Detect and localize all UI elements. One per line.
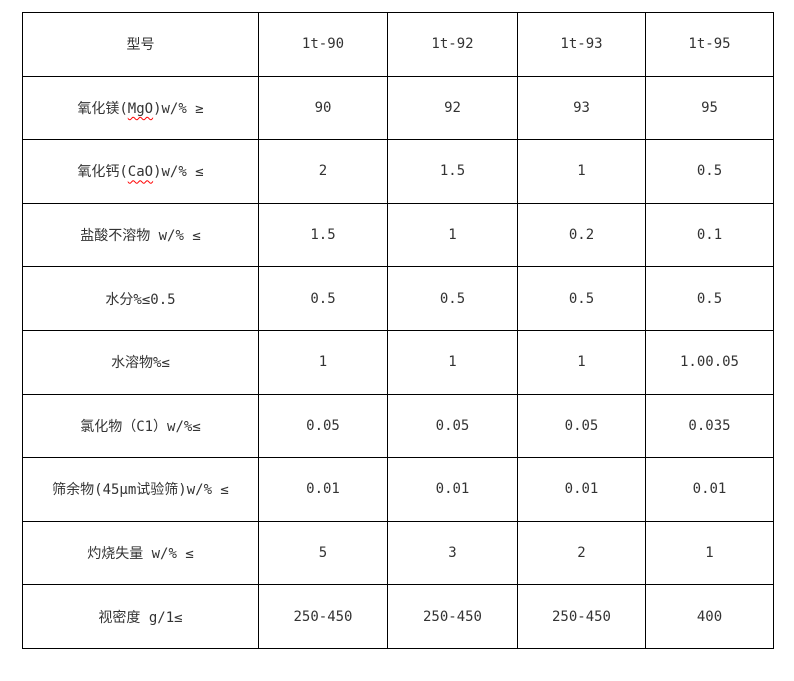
header-row: 型号 1t-90 1t-92 1t-93 1t-95 xyxy=(22,12,774,77)
value-cell: 250-450 xyxy=(258,584,388,649)
label-text: 水分%≤0.5 xyxy=(105,291,176,308)
value-cell: 1.5 xyxy=(387,139,518,204)
row-label-cell: 视密度 g/1≤ xyxy=(22,584,259,649)
value-cell: 0.1 xyxy=(645,202,774,268)
value-cell: 250-450 xyxy=(387,584,518,649)
value-cell: 0.05 xyxy=(517,393,646,459)
value-cell: 90 xyxy=(258,75,388,141)
value-cell: 3 xyxy=(387,520,518,586)
table-row: 盐酸不溶物 w/% ≤ 1.5 1 0.2 0.1 xyxy=(22,202,774,268)
value-cell: 0.5 xyxy=(258,266,388,331)
table-row: 灼烧失量 w/% ≤ 5 3 2 1 xyxy=(22,520,774,586)
table-row: 筛余物(45μm试验筛)w/% ≤0.01 0.01 0.01 0.01 xyxy=(22,457,774,522)
value-cell: 1.5 xyxy=(258,202,388,268)
value-cell: 1.00.05 xyxy=(645,329,774,395)
table-row: 水分%≤0.5 0.5 0.5 0.5 0.5 xyxy=(22,266,774,331)
table-row: 水溶物%≤ 1 1 1 1.00.05 xyxy=(22,329,774,395)
value-cell: 1 xyxy=(517,139,646,204)
table-row: 氧化镁(MgO)w/% ≥90 92 93 95 xyxy=(22,75,774,141)
table-row: 氯化物（C1）w/%≤ 0.05 0.05 0.05 0.035 xyxy=(22,393,774,459)
header-cell-model: 1t-90 xyxy=(258,12,388,77)
value-cell: 400 xyxy=(645,584,774,649)
row-label-cell: 氧化钙(CaO)w/% ≤ xyxy=(22,139,259,204)
value-cell: 0.01 xyxy=(258,457,388,522)
row-label-cell: 盐酸不溶物 w/% ≤ xyxy=(22,202,259,268)
value-cell: 2 xyxy=(517,520,646,586)
value-cell: 93 xyxy=(517,75,646,141)
spec-table: 型号 1t-90 1t-92 1t-93 1t-95 氧化镁(MgO)w/% ≥90 92… xyxy=(22,12,774,649)
value-cell: 0.5 xyxy=(645,266,774,331)
misspelled-text: MgO xyxy=(127,100,154,117)
label-text: )w/% ≥ xyxy=(153,100,204,117)
value-cell: 0.5 xyxy=(645,139,774,204)
value-cell: 1 xyxy=(387,329,518,395)
table-row: 视密度 g/1≤ 250-450 250-450 250-450 400 xyxy=(22,584,774,649)
label-text: 氧化镁( xyxy=(77,100,128,117)
header-cell-model: 1t-93 xyxy=(517,12,646,77)
row-label-cell: 水溶物%≤ xyxy=(22,329,259,395)
label-text: 氯化物（C1）w/%≤ xyxy=(80,418,201,435)
spec-table-body: 型号 1t-90 1t-92 1t-93 1t-95 氧化镁(MgO)w/% ≥90 92… xyxy=(22,12,774,649)
value-cell: 0.2 xyxy=(517,202,646,268)
value-cell: 1 xyxy=(387,202,518,268)
value-cell: 1 xyxy=(258,329,388,395)
value-cell: 0.05 xyxy=(387,393,518,459)
value-cell: 0.05 xyxy=(258,393,388,459)
value-cell: 5 xyxy=(258,520,388,586)
label-text: 水溶物%≤ xyxy=(111,355,170,372)
row-label-cell: 筛余物(45μm试验筛)w/% ≤ xyxy=(22,457,259,522)
label-text: 氧化钙( xyxy=(77,164,128,181)
row-label-cell: 氧化镁(MgO)w/% ≥ xyxy=(22,75,259,141)
value-cell: 0.5 xyxy=(387,266,518,331)
label-text: 盐酸不溶物 w/% ≤ xyxy=(80,228,201,245)
value-cell: 0.01 xyxy=(387,457,518,522)
header-cell-model: 1t-95 xyxy=(645,12,774,77)
row-label-cell: 氯化物（C1）w/%≤ xyxy=(22,393,259,459)
value-cell: 1 xyxy=(517,329,646,395)
value-cell: 92 xyxy=(387,75,518,141)
label-text: )w/% ≤ xyxy=(153,164,204,181)
value-cell: 95 xyxy=(645,75,774,141)
label-text: 视密度 g/1≤ xyxy=(98,609,183,626)
label-text: 筛余物(45μm试验筛)w/% ≤ xyxy=(52,482,229,499)
row-label-cell: 灼烧失量 w/% ≤ xyxy=(22,520,259,586)
value-cell: 1 xyxy=(645,520,774,586)
table-row: 氧化钙(CaO)w/% ≤2 1.5 1 0.5 xyxy=(22,139,774,204)
row-label-cell: 水分%≤0.5 xyxy=(22,266,259,331)
value-cell: 0.035 xyxy=(645,393,774,459)
header-cell-model: 1t-92 xyxy=(387,12,518,77)
value-cell: 250-450 xyxy=(517,584,646,649)
value-cell: 0.01 xyxy=(517,457,646,522)
label-text: 灼烧失量 w/% ≤ xyxy=(87,546,194,563)
header-cell-type: 型号 xyxy=(22,12,259,77)
misspelled-text: CaO xyxy=(127,164,154,181)
value-cell: 0.01 xyxy=(645,457,774,522)
value-cell: 0.5 xyxy=(517,266,646,331)
value-cell: 2 xyxy=(258,139,388,204)
